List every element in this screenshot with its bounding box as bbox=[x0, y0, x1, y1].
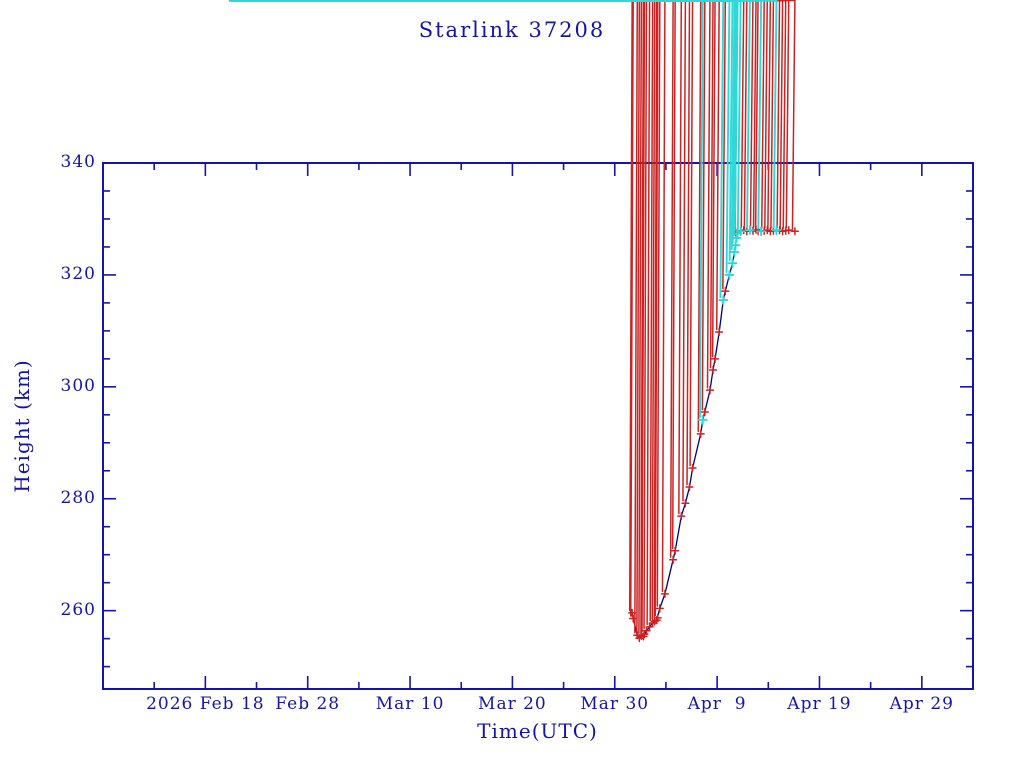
observed-point-asterisk bbox=[486, 0, 694, 492]
chart-title: Starlink 37208 bbox=[418, 18, 606, 42]
y-axis-tick-label: 260 bbox=[60, 599, 96, 620]
y-axis-tick-label: 340 bbox=[60, 152, 96, 172]
x-axis-tick-label: Apr 29 bbox=[889, 694, 954, 714]
plot-frame bbox=[102, 162, 974, 690]
observed-point-asterisk bbox=[467, 0, 697, 473]
observed-point-asterisk bbox=[617, 0, 638, 623]
x-axis-tick-label: Mar 10 bbox=[375, 694, 445, 714]
y-axis-tick-label: 320 bbox=[60, 263, 96, 284]
observed-point-asterisk bbox=[229, 0, 793, 235]
observed-point-asterisk bbox=[229, 0, 769, 235]
x-axis-tick-label: Feb 28 bbox=[275, 694, 341, 714]
x-axis-tick-label: Mar 30 bbox=[580, 694, 650, 714]
x-axis-tick-label: Apr 19 bbox=[787, 694, 852, 714]
observed-point-asterisk bbox=[230, 0, 763, 236]
x-axis-tick-label: Apr 9 bbox=[687, 694, 747, 714]
observed-point-asterisk bbox=[229, 0, 748, 235]
x-axis-tick-label: Mar 20 bbox=[478, 694, 547, 714]
observed-point-asterisk bbox=[231, 0, 740, 237]
observed-point-asterisk bbox=[290, 0, 730, 296]
x-axis-tick-label: 2026 Feb 18 bbox=[146, 694, 265, 714]
y-axis-tick-label: 300 bbox=[60, 375, 96, 396]
x-axis-title: Time(UTC) bbox=[477, 719, 598, 743]
predicted-point-asterisk bbox=[229, 0, 782, 235]
observed-point-asterisk bbox=[229, 0, 778, 235]
observed-point-asterisk bbox=[229, 0, 758, 235]
observed-point-asterisk bbox=[502, 0, 690, 508]
y-axis-tick-label: 280 bbox=[60, 487, 96, 508]
predicted-point-asterisk bbox=[230, 0, 746, 237]
